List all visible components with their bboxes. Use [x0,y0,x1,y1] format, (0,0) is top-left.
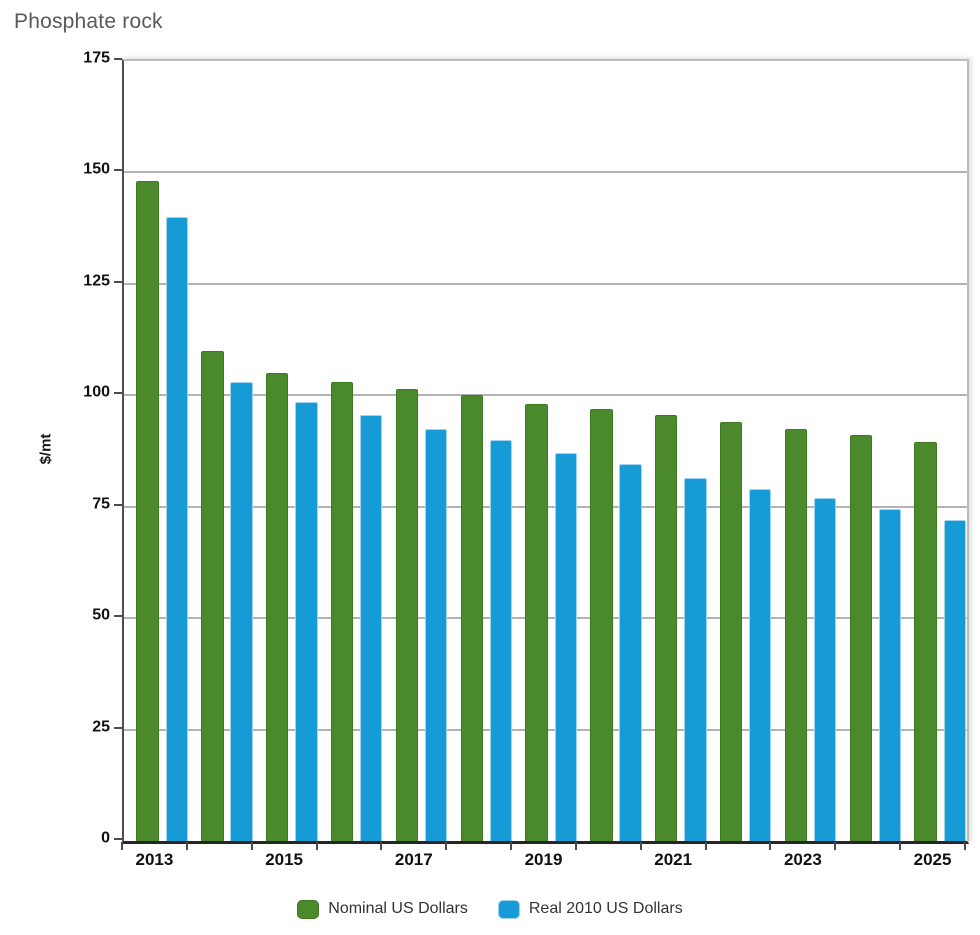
bar-real-2010-2018 [489,439,513,841]
bar-real-2010-2013 [165,217,188,841]
bar-group-2019 [513,61,578,841]
x-tick-label-2023: 2023 [783,850,822,869]
x-tick-10 [769,842,772,850]
legend-label-nominal: Nominal US Dollars [328,900,468,917]
bar-group-2022 [708,61,773,841]
bar-real-2010-2014 [230,381,253,841]
legend-item-nominal: Nominal US Dollars [297,899,468,919]
x-tick-9 [704,842,707,850]
legend: Nominal US Dollars Real 2010 US Dollars [0,894,980,924]
y-tick-125 [114,280,122,283]
legend-swatch-real-2010-icon [497,899,520,919]
x-axis: 2013 2015 2017 2019 2021 2023 2025 [121,842,966,882]
bar-nominal-2020 [590,408,613,841]
bar-nominal-2016 [330,381,354,841]
bar-nominal-2014 [201,350,224,841]
x-tick-label-2021: 2021 [654,850,693,869]
bar-group-2014 [189,61,254,841]
y-tick-25 [114,726,122,729]
x-tick-3 [315,842,318,850]
bar-nominal-2021 [655,415,678,841]
bar-real-2010-2016 [360,415,383,841]
y-tick-75 [114,503,122,506]
y-tick-label-0: 0 [101,829,110,847]
x-tick-7 [574,842,577,850]
y-axis: 0 25 50 75 100 125 150 175 [0,50,122,847]
y-tick-label-25: 25 [92,718,110,736]
bar-nominal-2019 [525,404,548,841]
bar-group-2017 [383,61,448,841]
bar-group-2020 [578,61,643,841]
bar-nominal-2013 [136,181,159,841]
y-tick-label-75: 75 [92,495,110,513]
x-tick-13 [964,842,966,850]
y-tick-label-50: 50 [92,606,110,624]
bar-group-2024 [837,61,902,841]
bar-nominal-2015 [266,373,289,841]
x-tick-1 [185,842,188,850]
y-tick-50 [114,615,122,618]
gridline-100 [124,394,967,397]
bar-real-2010-2023 [813,497,837,841]
y-tick-100 [114,392,122,395]
x-tick-8 [639,842,642,850]
x-tick-12 [899,842,902,850]
bar-group-2015 [254,61,319,841]
x-tick-label-2015: 2015 [265,850,304,869]
gridline-125 [124,282,967,285]
y-tick-label-125: 125 [83,272,110,290]
legend-item-real-2010: Real 2010 US Dollars [497,899,683,919]
gridline-150 [124,171,967,174]
bar-nominal-2023 [784,428,808,841]
bar-group-2018 [448,61,513,841]
bar-real-2010-2025 [943,520,966,841]
x-tick-6 [510,842,513,850]
bar-real-2010-2015 [295,401,318,841]
x-tick-label-2017: 2017 [394,850,433,869]
bar-group-2013 [124,61,189,841]
bar-real-2010-2024 [878,508,902,841]
bar-real-2010-2022 [749,488,772,841]
bar-real-2010-2019 [554,453,577,841]
bar-nominal-2025 [914,442,937,841]
bar-group-2025 [902,61,967,841]
y-tick-0 [114,838,122,840]
legend-swatch-nominal-icon [297,899,320,919]
bar-real-2010-2020 [619,464,642,841]
y-tick-label-150: 150 [83,161,110,179]
bar-group-2021 [643,61,708,841]
y-tick-150 [114,169,122,172]
bar-nominal-2018 [460,395,483,841]
x-tick-label-2025: 2025 [913,850,952,869]
x-tick-5 [445,842,448,850]
y-tick-label-100: 100 [83,383,110,401]
chart-title: Phosphate rock [14,10,163,33]
x-tick-11 [834,842,837,850]
y-tick-label-175: 175 [83,49,110,67]
x-tick-label-2013: 2013 [135,850,174,869]
legend-label-real-2010: Real 2010 US Dollars [528,900,683,917]
x-tick-label-2019: 2019 [524,850,563,869]
x-tick-4 [380,842,383,850]
bar-group-2023 [772,61,837,841]
bar-nominal-2024 [849,435,872,841]
bar-real-2010-2021 [684,477,707,841]
bar-nominal-2022 [719,422,743,841]
bar-nominal-2017 [395,388,419,841]
bar-group-2016 [319,61,384,841]
bar-real-2010-2017 [424,428,448,841]
y-tick-175 [114,58,122,60]
plot-area [122,59,969,844]
x-tick-2 [250,842,253,850]
x-tick-0 [121,842,123,850]
